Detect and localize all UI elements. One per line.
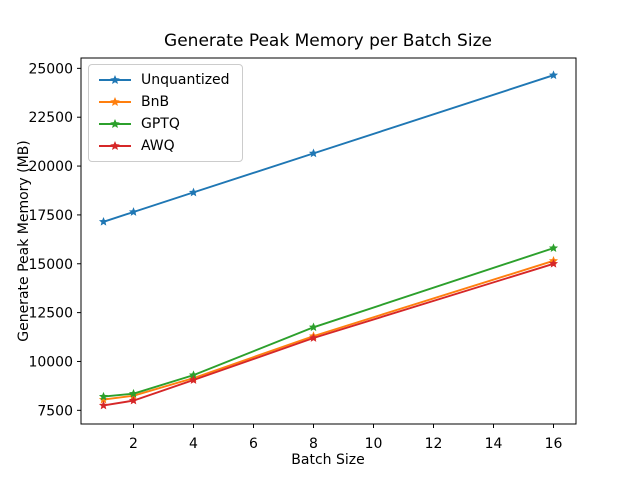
x-tick-label: 8 [309,436,318,452]
star-marker-icon [110,119,120,129]
marker-awq [128,395,139,405]
y-tick-label: 10000 [28,354,73,370]
marker-gptq [98,391,109,401]
marker-awq [188,375,199,384]
star-marker-icon [110,97,120,107]
axes-frame [80,57,577,425]
legend-item-gptq: GPTQ [98,115,230,133]
marker-gptq [548,243,559,253]
legend-line-sample-gptq [99,119,131,129]
legend-line-sample-awq [99,141,131,151]
star-marker-icon [110,141,120,151]
x-axis-label: Batch Size [291,452,365,468]
legend-item-awq: AWQ [98,137,230,155]
marker-unquantized [128,207,139,216]
y-tick-label: 7500 [37,403,73,419]
marker-unquantized [98,216,109,226]
y-axis-label: Generate Peak Memory (MB) [16,140,32,342]
star-marker-icon [110,75,120,85]
marker-awq [548,258,559,268]
legend-line-sample-bnb [99,97,131,107]
marker-gptq [128,388,139,398]
x-tick-label: 12 [425,436,443,452]
x-tick-label: 14 [485,436,503,452]
x-tick-label: 10 [365,436,383,452]
series-line-bnb [102,259,555,401]
series-line-gptq [102,247,555,398]
marker-bnb [98,394,109,404]
marker-awq [308,333,319,342]
legend-item-bnb: BnB [98,93,230,111]
y-tick-label: 12500 [28,306,73,322]
chart-title: Generate Peak Memory per Batch Size [164,31,492,51]
y-tick-label: 25000 [28,61,73,77]
x-tick-label: 4 [189,436,198,452]
legend-label: Unquantized [141,72,230,88]
legend: Unquantized BnB GPTQ AWQ [88,64,243,162]
legend-label: GPTQ [141,116,180,132]
marker-unquantized [548,70,559,80]
marker-unquantized [188,187,199,197]
x-tick-label: 16 [545,436,563,452]
marker-gptq [308,322,319,332]
marker-gptq [188,370,199,380]
marker-awq [98,400,109,410]
y-tick-label: 22500 [28,110,73,126]
y-tick-label: 20000 [28,159,73,175]
y-tick-label: 17500 [28,208,73,224]
legend-label: AWQ [141,138,175,154]
x-tick-label: 6 [249,436,258,452]
legend-label: BnB [141,94,170,110]
x-tick-label: 2 [129,436,138,452]
legend-item-unquantized: Unquantized [98,71,230,89]
legend-line-sample-unquantized [99,75,131,85]
y-tick-label: 15000 [28,257,73,273]
marker-unquantized [308,148,319,158]
